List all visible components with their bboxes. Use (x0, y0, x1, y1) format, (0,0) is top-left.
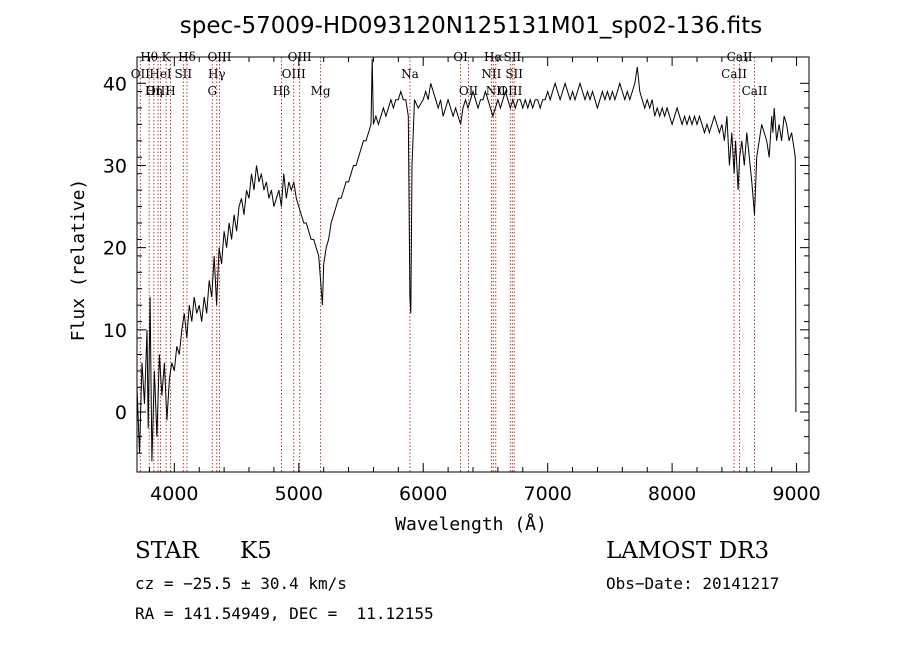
y-tick-label-2: 20 (103, 238, 127, 260)
x-tick-label-3: 7000 (523, 483, 571, 505)
x-axis: 4000 5000 6000 7000 8000 9000 (148, 57, 821, 505)
x-tick-label-1: 5000 (275, 483, 323, 505)
plot-frame (136, 56, 810, 473)
coordinates-text: RA = 141.54949, DEC = 11.12155 (135, 604, 434, 623)
chart-title: spec-57009-HD093120N125131M01_sp02-136.f… (180, 13, 762, 39)
line-label-14: OIII (282, 67, 306, 81)
y-tick-label-0: 0 (115, 402, 127, 424)
emission-line-markers (139, 57, 755, 472)
x-tick-label-4: 8000 (648, 483, 696, 505)
redshift-text: cz = −25.5 ± 30.4 km/s (135, 574, 347, 593)
line-label-1: OII (131, 67, 151, 81)
line-label-15: Mg (311, 84, 331, 98)
x-tick-label-5: 9000 (772, 483, 820, 505)
observation-date: Obs−Date: 20141217 (606, 574, 780, 593)
line-label-18: OII (459, 84, 479, 98)
x-tick-label-0: 4000 (150, 483, 198, 505)
survey-name: LAMOST DR3 (606, 538, 770, 564)
line-label-7: H (165, 84, 175, 98)
line-label-24: OIII (498, 84, 522, 98)
line-label-2: OIII (146, 84, 170, 98)
object-subclass: K5 (240, 538, 272, 564)
y-tick-label-1: 10 (103, 320, 127, 342)
line-label-12: Hβ (273, 84, 290, 98)
line-label-11: G (207, 84, 217, 98)
x-tick-label-2: 6000 (399, 483, 447, 505)
line-label-26: CaII (721, 67, 747, 81)
x-axis-label: Wavelength (Å) (395, 513, 547, 535)
line-label-21: NII (481, 67, 501, 81)
y-axis-label: Flux (relative) (68, 179, 89, 342)
line-label-5: Hη (145, 84, 163, 98)
object-class: STAR (135, 538, 199, 564)
line-label-4: HeI (149, 67, 172, 81)
y-tick-label-4: 40 (103, 73, 127, 95)
y-axis: 0 10 20 30 40 (103, 73, 809, 454)
spectrum-series-line (136, 58, 797, 462)
line-label-6: SII (174, 67, 192, 81)
line-label-23: NII (486, 84, 506, 98)
y-tick-label-3: 30 (103, 155, 127, 177)
line-label-27: CaII (742, 84, 768, 98)
line-label-16: Na (401, 67, 419, 81)
line-label-22: SII (505, 67, 523, 81)
line-label-10: Hγ (208, 67, 226, 81)
